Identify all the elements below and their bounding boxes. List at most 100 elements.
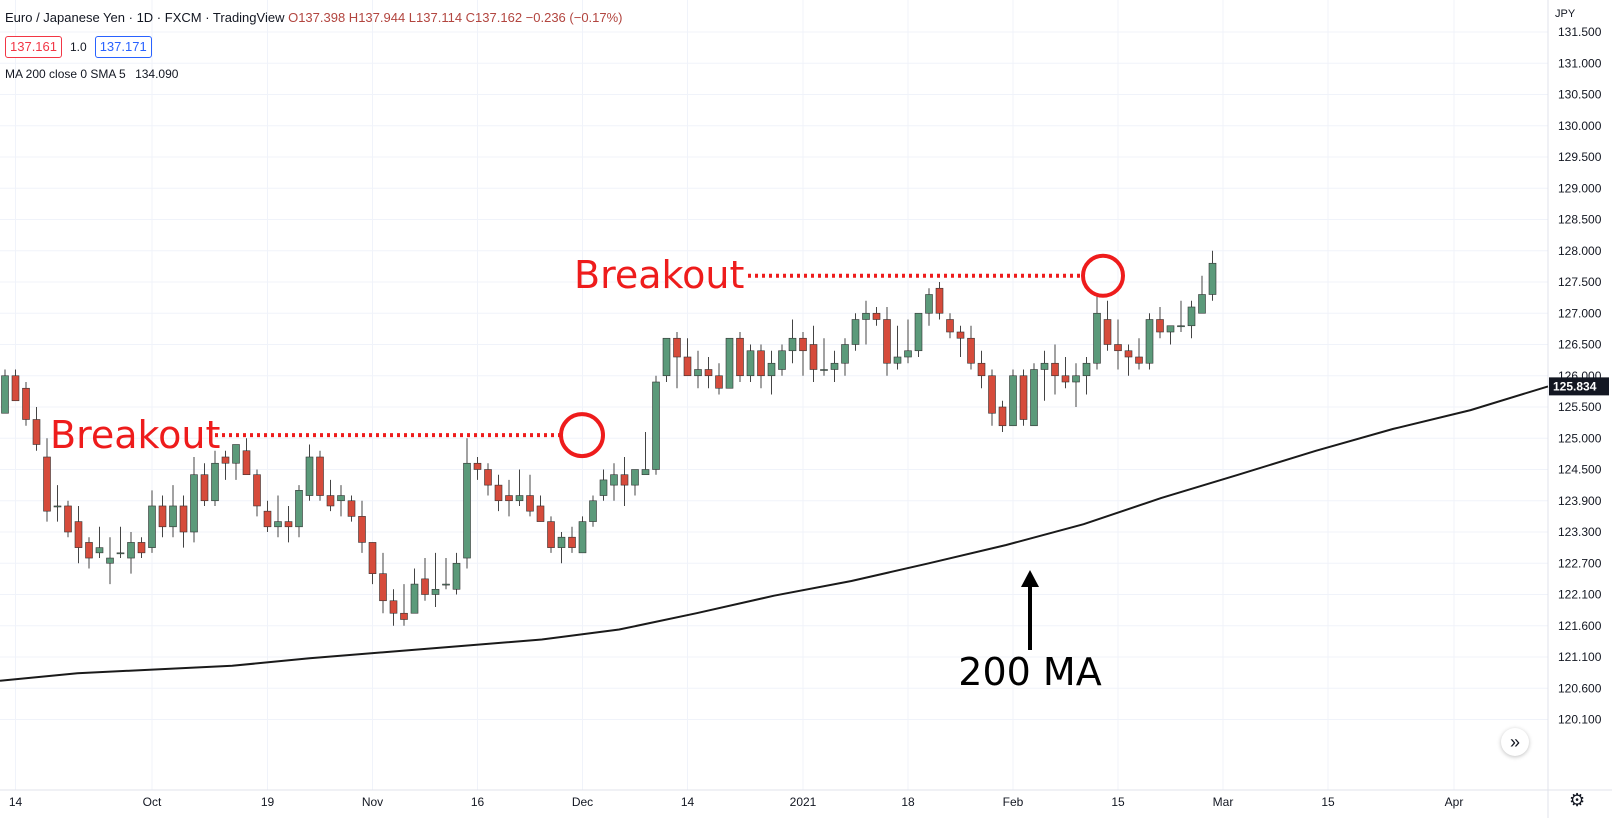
candle (95, 526, 104, 559)
candle (337, 485, 345, 517)
price-tick-label: 128.000 (1558, 244, 1602, 258)
candle-body-up (662, 337, 671, 377)
candle-body-up (841, 344, 849, 364)
currency-label[interactable]: JPY (1555, 8, 1576, 20)
trade-price-row: 137.161 1.0 137.171 (5, 36, 152, 58)
candle (536, 495, 545, 522)
candle-body-up (463, 462, 471, 559)
candle-body-down (704, 369, 713, 377)
candle-body-down (1103, 319, 1112, 345)
breakout-circle-1 (559, 412, 605, 459)
candle (1187, 300, 1196, 339)
candle (263, 500, 272, 532)
candle-body-up (557, 536, 566, 548)
candle-body-down (988, 375, 996, 414)
candle (568, 526, 576, 553)
candle (305, 444, 314, 501)
candle (662, 337, 671, 382)
price-tick-label: 120.100 (1558, 713, 1602, 727)
candle-body-down (809, 344, 818, 370)
candle-body-down (379, 573, 387, 602)
price-tick-label: 120.600 (1558, 681, 1602, 695)
candle (316, 450, 324, 501)
candle-body-up (1082, 362, 1091, 377)
ma-arrow-head (1021, 570, 1039, 587)
breakout-annotation-1: Breakout (50, 413, 220, 457)
candle-body-up (169, 505, 177, 528)
candle (935, 282, 944, 320)
candle-body-down (1135, 356, 1143, 364)
candle-body-up (1198, 294, 1206, 314)
candle (421, 558, 429, 601)
interval-label[interactable]: 1D (136, 10, 154, 25)
candle (431, 552, 440, 607)
candle-body-down (946, 319, 954, 333)
candle-body-up (1009, 375, 1017, 427)
last-price-tag (1549, 377, 1609, 396)
candle-body-up (820, 369, 828, 371)
scroll-to-realtime-button[interactable]: » (1501, 728, 1529, 756)
candle (1103, 300, 1112, 351)
candle-body-up (725, 337, 734, 389)
buy-price-button[interactable]: 137.171 (94, 36, 152, 58)
candle (32, 407, 41, 451)
candle-body-down (389, 600, 398, 614)
price-tick-label: 126.500 (1558, 338, 1602, 352)
candle-body-down (1051, 362, 1059, 377)
candle-body-down (263, 510, 272, 528)
candle-body-up (830, 362, 839, 370)
ma-indicator-legend[interactable]: MA 200 close 0 SMA 5 134.090 (5, 67, 178, 81)
candle (400, 584, 408, 626)
candle (473, 457, 482, 480)
candle-body-down (977, 362, 986, 377)
candle (526, 474, 534, 517)
candle (883, 307, 891, 376)
candle-body-down (242, 450, 251, 476)
candle-body-up (1072, 375, 1080, 383)
candle (106, 537, 114, 585)
candle (127, 532, 135, 574)
candle (284, 505, 293, 543)
candle-body-up (410, 583, 419, 614)
candle (190, 457, 198, 543)
candle (610, 463, 618, 501)
candle-body-down (536, 505, 545, 522)
candle-body-up (788, 337, 797, 352)
candle (389, 589, 398, 626)
time-tick-label: Dec (572, 795, 593, 809)
sell-price-button[interactable]: 137.161 (5, 36, 62, 58)
price-tick-label: 127.500 (1558, 275, 1602, 289)
candle (1030, 363, 1038, 427)
candle (589, 495, 597, 527)
time-tick-label: Nov (362, 795, 383, 809)
candle-body-up (295, 490, 303, 528)
price-tick-label: 127.000 (1558, 306, 1602, 320)
chart-settings-button[interactable]: ⚙ (1569, 790, 1585, 811)
candle (1019, 369, 1028, 426)
candle (998, 400, 1007, 432)
candle-body-up (53, 505, 62, 508)
candle (893, 325, 902, 370)
candle (242, 438, 251, 476)
price-tick-label: 129.500 (1558, 150, 1602, 164)
candle (148, 490, 156, 553)
candle (809, 325, 818, 382)
candle (116, 526, 125, 559)
candle-body-down (956, 331, 965, 339)
candle-body-up (127, 542, 135, 559)
candle (1093, 294, 1101, 370)
candle-body-up (641, 469, 650, 476)
candle-body-down (1061, 375, 1070, 383)
candle-body-down (505, 495, 513, 502)
candle (715, 363, 723, 395)
candle-body-up (515, 495, 524, 502)
time-tick-label: Oct (143, 795, 162, 809)
candle (200, 463, 209, 506)
candle-body-up (1040, 362, 1049, 370)
candle-body-up (442, 583, 450, 586)
symbol-name[interactable]: Euro / Japanese Yen (5, 10, 125, 25)
candle (368, 542, 377, 585)
candle (578, 516, 587, 554)
candle-body-up (610, 474, 618, 486)
